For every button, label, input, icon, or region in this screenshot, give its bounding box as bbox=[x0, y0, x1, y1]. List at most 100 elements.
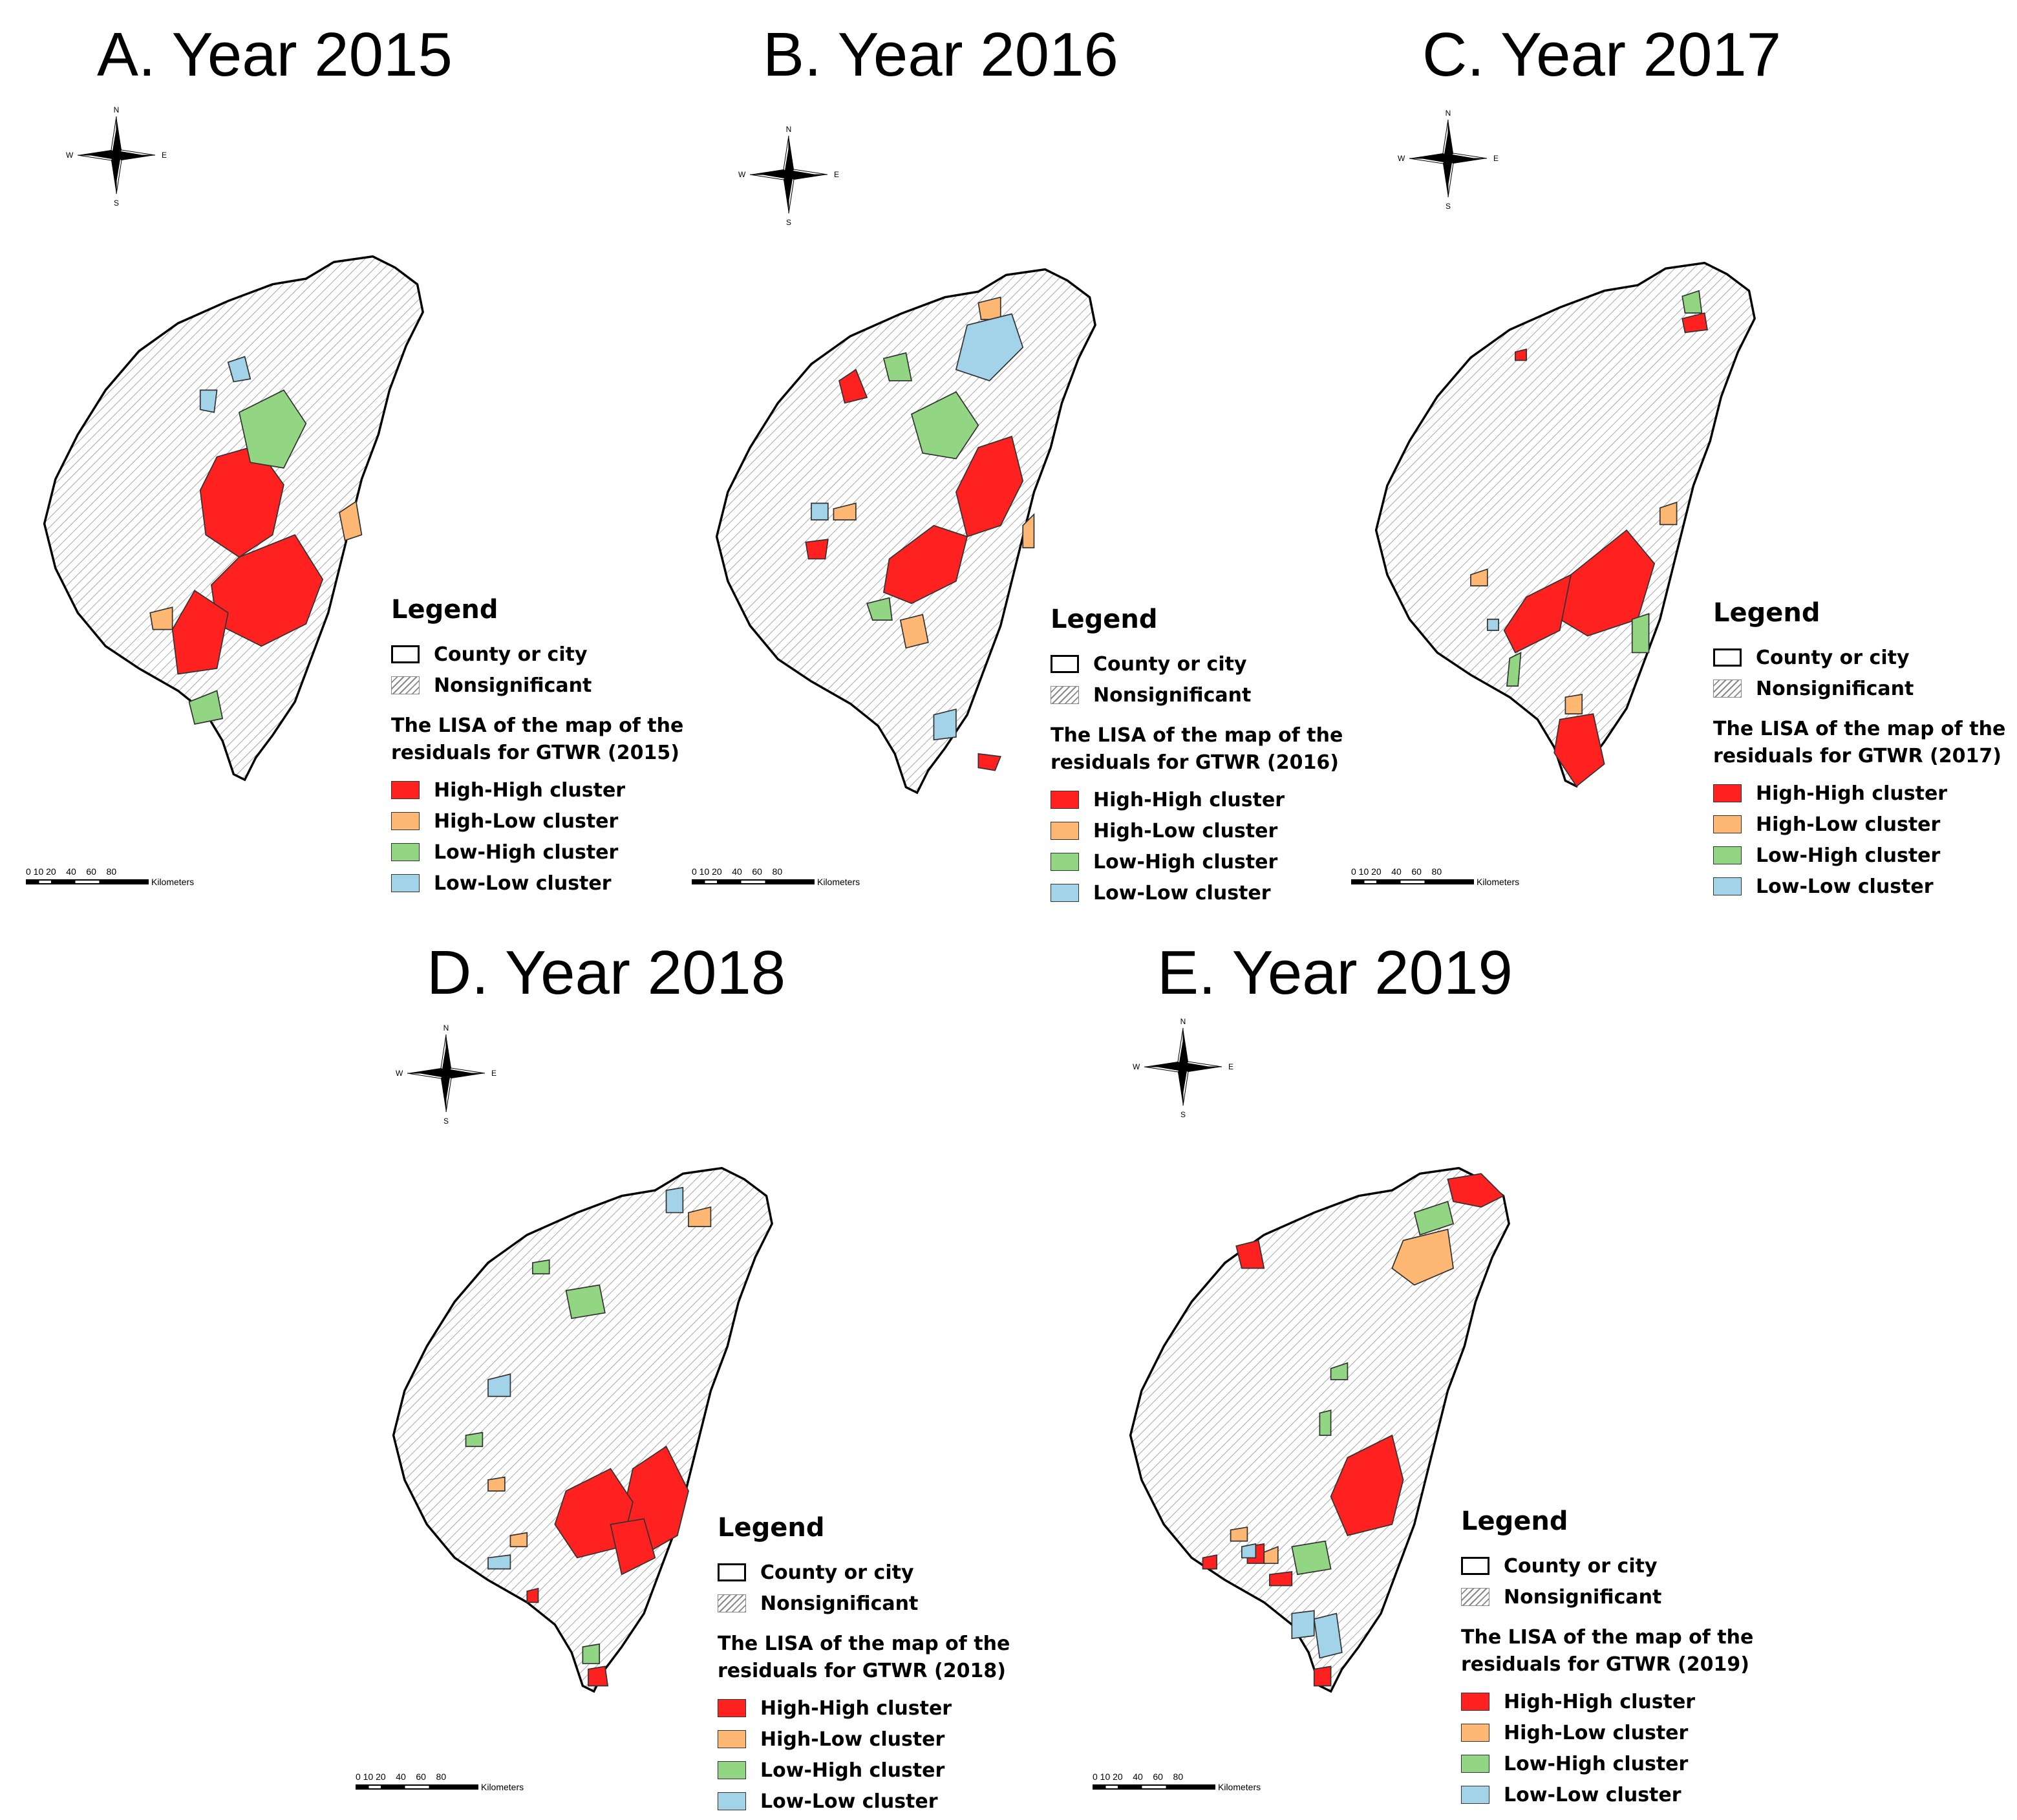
region-high-high bbox=[1681, 312, 1708, 334]
region-high-high bbox=[1202, 1554, 1217, 1570]
region-low-low bbox=[811, 502, 829, 521]
region-high-low bbox=[1564, 694, 1583, 715]
legend-lisa-title: The LISA of the map of the residuals for … bbox=[718, 1633, 1010, 1682]
taiwan-map bbox=[1374, 261, 1756, 787]
region-high-high bbox=[1269, 1570, 1293, 1587]
region-high-low bbox=[1659, 501, 1678, 526]
legend: Legend County or city Nonsignificant The… bbox=[391, 595, 727, 899]
svg-text:E: E bbox=[162, 151, 167, 160]
region-high-high bbox=[1447, 1173, 1505, 1208]
scale-bar: 0 10 20 40 60 80 Kilometers bbox=[1093, 1772, 1261, 1792]
region-low-high bbox=[1319, 1409, 1332, 1436]
panel-title: C. Year 2017 bbox=[1422, 20, 1782, 89]
svg-text:W: W bbox=[66, 151, 74, 160]
svg-text:N: N bbox=[1180, 1017, 1186, 1026]
region-low-low bbox=[1313, 1612, 1343, 1659]
scale-bar: 0 10 20 40 60 80 Kilometers bbox=[26, 866, 195, 887]
region-high-low bbox=[487, 1476, 506, 1492]
legend-nonsignificant: Nonsignificant bbox=[1713, 673, 2017, 704]
legend-high-low: High-Low cluster bbox=[1051, 815, 1387, 846]
legend-low-high: Low-High cluster bbox=[718, 1755, 1054, 1786]
region-high-high bbox=[805, 539, 829, 560]
svg-text:N: N bbox=[1446, 109, 1451, 118]
region-high-high bbox=[1515, 348, 1527, 361]
region-low-high bbox=[1681, 290, 1703, 314]
region-low-high bbox=[565, 1284, 606, 1320]
legend-high-low: High-Low cluster bbox=[1713, 809, 2017, 840]
region-high-high bbox=[211, 534, 324, 647]
region-low-high bbox=[1330, 1362, 1349, 1380]
svg-text:S: S bbox=[114, 198, 119, 208]
panel-title: A. Year 2015 bbox=[97, 20, 453, 89]
taiwan-map bbox=[715, 268, 1096, 794]
region-high-high bbox=[1235, 1239, 1265, 1269]
svg-text:N: N bbox=[786, 125, 792, 134]
scale-bar: 0 10 20 40 60 80 Kilometers bbox=[1351, 866, 1520, 887]
region-high-low bbox=[509, 1532, 528, 1548]
scale-bar: 0 10 20 40 60 80 Kilometers bbox=[356, 1772, 524, 1792]
region-low-high bbox=[1631, 612, 1650, 654]
region-high-low bbox=[1470, 568, 1488, 586]
region-low-low bbox=[1486, 618, 1499, 631]
legend-low-low: Low-Low cluster bbox=[391, 868, 727, 899]
legend-high-low: High-Low cluster bbox=[1461, 1717, 1797, 1748]
svg-text:E: E bbox=[834, 170, 839, 179]
region-low-low bbox=[1291, 1610, 1315, 1640]
region-high-low bbox=[688, 1206, 712, 1227]
legend-lisa-title: The LISA of the map of the residuals for … bbox=[1713, 718, 2006, 767]
region-high-high bbox=[1503, 573, 1572, 654]
legend-high-low: High-Low cluster bbox=[718, 1724, 1054, 1755]
region-low-low bbox=[227, 356, 251, 383]
compass-icon: N S E W bbox=[1133, 1017, 1233, 1119]
legend-county: County or city bbox=[1051, 648, 1387, 680]
svg-text:S: S bbox=[443, 1117, 449, 1126]
region-high-high bbox=[1553, 713, 1605, 787]
region-high-high bbox=[1330, 1434, 1404, 1537]
region-low-low bbox=[1241, 1543, 1257, 1559]
region-high-high bbox=[955, 435, 1024, 538]
legend-low-low: Low-Low cluster bbox=[1713, 871, 2017, 902]
legend: Legend County or city Nonsignificant The… bbox=[1051, 605, 1387, 908]
legend-lisa-title: The LISA of the map of the residuals for … bbox=[1051, 724, 1343, 774]
legend-county: County or city bbox=[1713, 642, 2017, 673]
legend-county: County or city bbox=[718, 1557, 1054, 1588]
legend-lisa-title: The LISA of the map of the residuals for … bbox=[391, 714, 684, 764]
compass-icon: N S E W bbox=[396, 1023, 496, 1126]
region-high-high bbox=[977, 753, 1001, 771]
legend-heading: Legend bbox=[1713, 598, 1820, 628]
legend-heading: Legend bbox=[1461, 1506, 1568, 1536]
taiwan-map bbox=[43, 255, 424, 781]
legend: Legend County or city Nonsignificant The… bbox=[1713, 598, 2017, 902]
region-high-low bbox=[1022, 513, 1035, 549]
taiwan-map bbox=[392, 1166, 773, 1693]
legend-nonsignificant: Nonsignificant bbox=[718, 1588, 1054, 1619]
taiwan-map bbox=[1129, 1166, 1510, 1693]
region-low-high bbox=[239, 389, 307, 469]
panel-title: B. Year 2016 bbox=[763, 20, 1118, 89]
legend-high-low: High-Low cluster bbox=[391, 806, 727, 837]
region-high-low bbox=[1230, 1526, 1248, 1542]
region-high-low bbox=[149, 606, 173, 630]
legend-nonsignificant: Nonsignificant bbox=[391, 670, 727, 701]
region-low-low bbox=[199, 389, 218, 413]
legend-high-high: High-High cluster bbox=[1051, 784, 1387, 815]
region-low-high bbox=[866, 597, 893, 621]
panel-title: D. Year 2018 bbox=[427, 938, 786, 1007]
scale-bar: 0 10 20 40 60 80 Kilometers bbox=[692, 866, 860, 887]
svg-text:E: E bbox=[491, 1069, 496, 1078]
legend-county: County or city bbox=[1461, 1550, 1797, 1581]
legend-heading: Legend bbox=[718, 1513, 825, 1543]
svg-text:N: N bbox=[443, 1023, 449, 1033]
legend-heading: Legend bbox=[1051, 605, 1158, 634]
region-low-low bbox=[933, 708, 957, 741]
svg-text:E: E bbox=[1493, 154, 1499, 163]
legend-county: County or city bbox=[391, 639, 727, 670]
legend-low-high: Low-High cluster bbox=[1051, 846, 1387, 877]
region-high-high bbox=[171, 590, 229, 675]
svg-text:E: E bbox=[1228, 1062, 1233, 1071]
region-low-high bbox=[188, 690, 224, 725]
compass-icon: N S E W bbox=[66, 105, 167, 208]
region-high-low bbox=[899, 614, 929, 649]
panel-title: E. Year 2019 bbox=[1157, 938, 1513, 1007]
region-high-high bbox=[1313, 1665, 1332, 1687]
